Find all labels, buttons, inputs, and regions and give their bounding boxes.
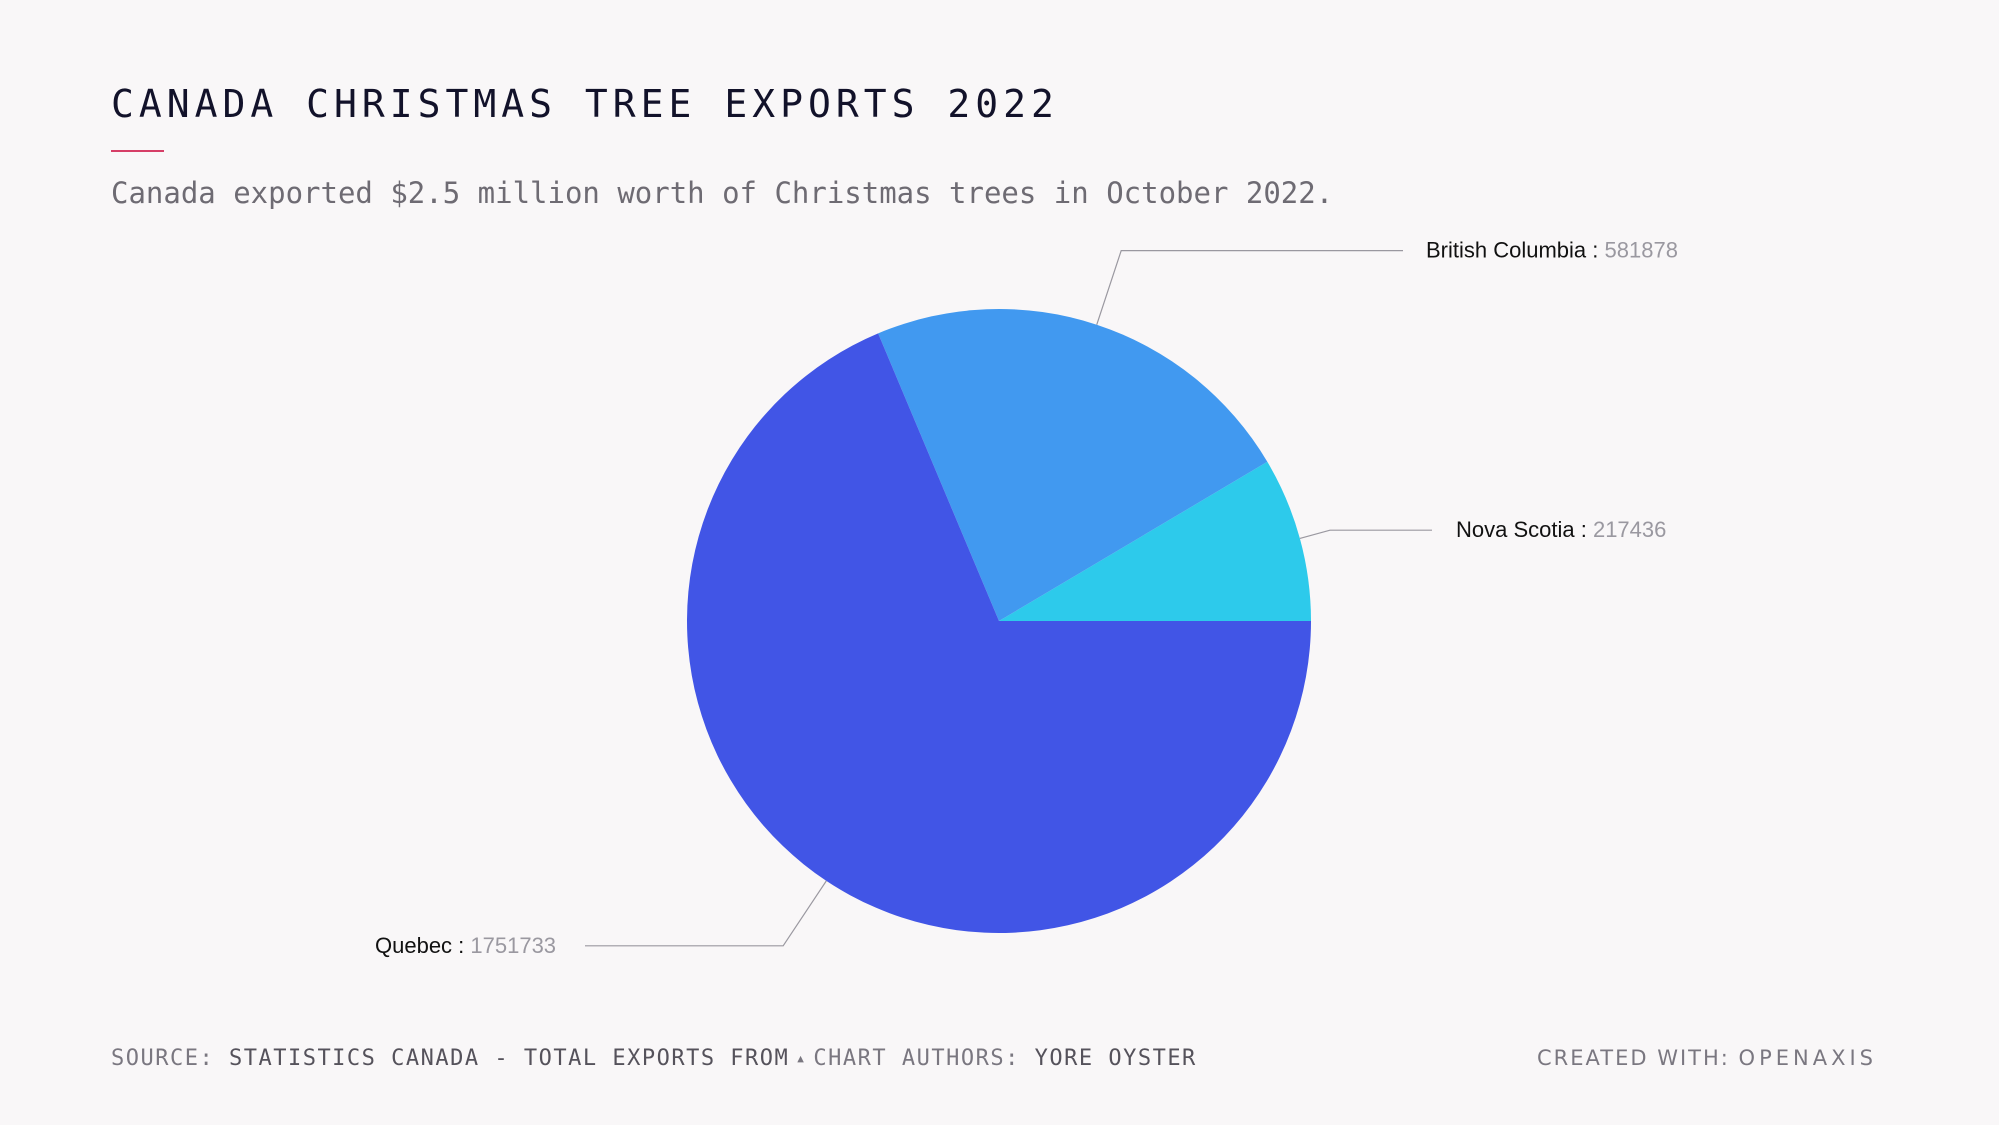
leader-line-british-columbia bbox=[1096, 250, 1403, 325]
leader-line-nova-scotia bbox=[1299, 529, 1432, 540]
footer-created-with: CREATED WITH: OPENAXIS bbox=[1537, 1046, 1877, 1070]
footer-source: SOURCE: STATISTICS CANADA - TOTAL EXPORT… bbox=[111, 1046, 1197, 1071]
pie-slice-quebec[interactable] bbox=[687, 333, 1311, 934]
authors-value: YORE OYSTER bbox=[1034, 1046, 1197, 1071]
slice-label-nova-scotia: Nova Scotia : 217436 bbox=[1456, 517, 1666, 542]
slice-label-name: Nova Scotia : bbox=[1456, 517, 1593, 542]
slice-label-british-columbia: British Columbia : 581878 bbox=[1426, 238, 1678, 263]
source-label: SOURCE: bbox=[111, 1046, 215, 1071]
slice-label-value: 581878 bbox=[1605, 238, 1678, 263]
title-accent-rule bbox=[111, 150, 164, 152]
openaxis-brand[interactable]: OPENAXIS bbox=[1738, 1046, 1877, 1070]
created-label: CREATED WITH: bbox=[1537, 1046, 1730, 1070]
pie-slice-nova-scotia[interactable] bbox=[999, 461, 1311, 621]
chart-subtitle: Canada exported $2.5 million worth of Ch… bbox=[111, 176, 1334, 210]
slice-label-name: Quebec : bbox=[375, 933, 470, 958]
pie-slice-british-columbia[interactable] bbox=[878, 308, 1268, 621]
slice-label-quebec: Quebec : 1751733 bbox=[375, 933, 556, 958]
chart-title: CANADA CHRISTMAS TREE EXPORTS 2022 bbox=[111, 82, 1059, 126]
source-value: STATISTICS CANADA - TOTAL EXPORTS FROM bbox=[228, 1046, 790, 1071]
slice-label-value: 1751733 bbox=[470, 933, 556, 958]
slice-label-name: British Columbia : bbox=[1426, 238, 1605, 263]
leader-line-quebec bbox=[585, 880, 827, 947]
slice-label-value: 217436 bbox=[1593, 517, 1666, 542]
triangle-separator-icon: ▲ bbox=[797, 1052, 806, 1065]
authors-label: CHART AUTHORS: bbox=[813, 1046, 1020, 1071]
